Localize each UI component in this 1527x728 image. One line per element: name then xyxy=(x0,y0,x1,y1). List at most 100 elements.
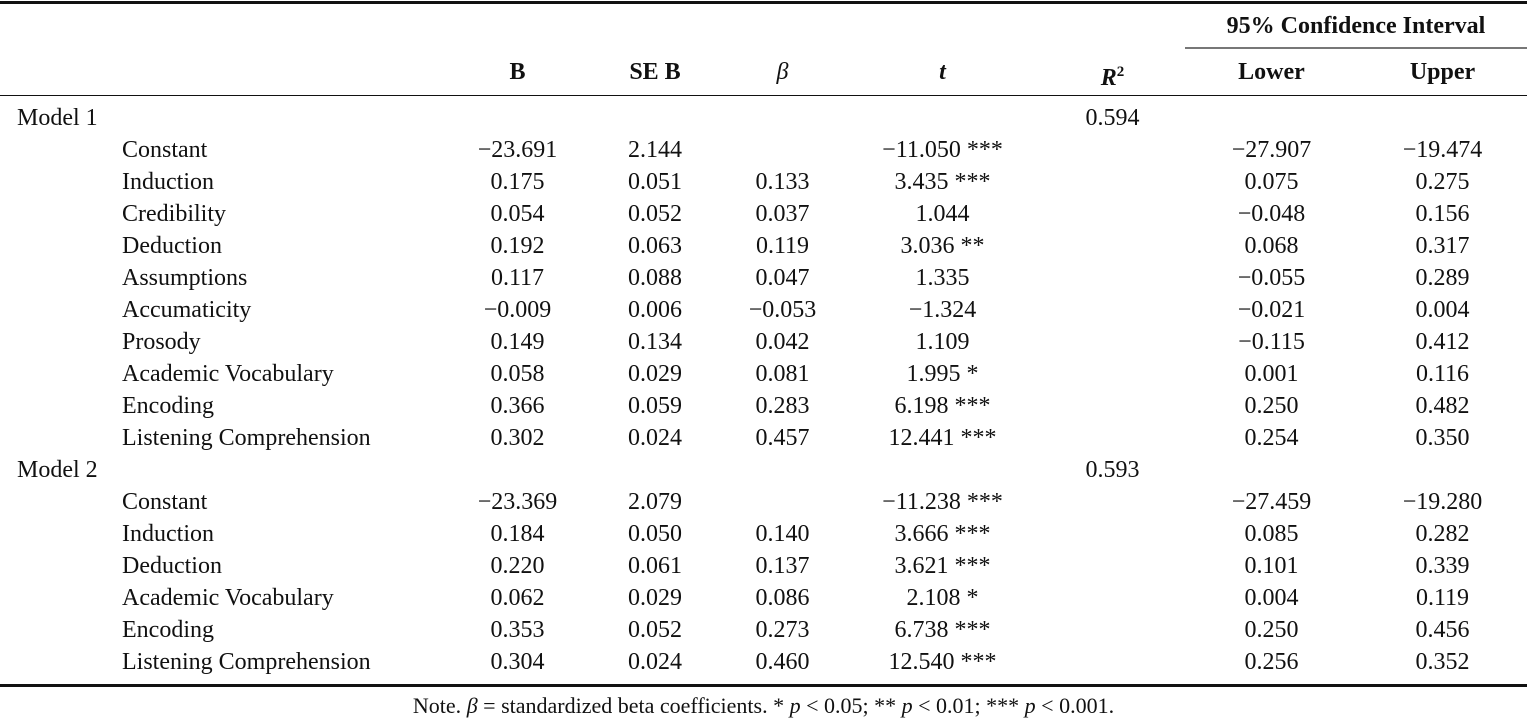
cell-b: 0.184 xyxy=(490,521,545,547)
r2-r: R xyxy=(1100,65,1117,91)
note-beta: β xyxy=(466,693,478,718)
cell-beta: 0.086 xyxy=(755,585,810,611)
cell-t: 1.995 * xyxy=(906,361,979,387)
variable-label: Academic Vocabulary xyxy=(122,361,334,387)
cell-b: 0.220 xyxy=(490,553,545,579)
r2-superscript: 2 xyxy=(1116,64,1125,80)
cell-lower: 0.250 xyxy=(1244,617,1299,643)
table-note: Note. β = standardized beta coefficients… xyxy=(0,692,1527,720)
variable-label: Induction xyxy=(122,169,214,195)
cell-se: 0.029 xyxy=(628,361,682,387)
note-prefix: Note. xyxy=(412,693,467,718)
cell-se: 0.088 xyxy=(628,265,682,291)
cell-se: 0.006 xyxy=(628,297,682,323)
cell-beta: 0.460 xyxy=(755,649,810,675)
cell-se: 0.024 xyxy=(628,649,682,675)
cell-upper: 0.119 xyxy=(1415,585,1470,611)
cell-b: 0.058 xyxy=(490,361,545,387)
cell-beta: 0.457 xyxy=(755,425,810,451)
cell-b: 0.353 xyxy=(490,617,545,643)
cell-beta: 0.133 xyxy=(755,169,810,195)
cell-lower: −27.907 xyxy=(1231,137,1312,163)
cell-t: 3.666 *** xyxy=(894,521,991,547)
variable-label: Prosody xyxy=(122,329,201,355)
variable-label: Encoding xyxy=(122,393,214,419)
cell-lower: −0.055 xyxy=(1237,265,1306,291)
cell-beta: 0.283 xyxy=(755,393,810,419)
cell-lower: 0.254 xyxy=(1244,425,1299,451)
cell-b: 0.149 xyxy=(490,329,545,355)
note-text: < 0.05; ** xyxy=(800,693,902,718)
variable-label: Assumptions xyxy=(122,265,248,291)
cell-se: 0.063 xyxy=(628,233,682,259)
cell-t: 12.441 *** xyxy=(888,425,997,451)
cell-lower: −0.021 xyxy=(1237,297,1306,323)
cell-t: 6.738 *** xyxy=(894,617,991,643)
cell-beta: 0.047 xyxy=(755,265,810,291)
cell-r2: 0.593 xyxy=(1085,457,1140,483)
cell-lower: −0.115 xyxy=(1238,329,1305,355)
cell-upper: 0.004 xyxy=(1415,297,1470,323)
variable-label: Deduction xyxy=(122,553,222,579)
cell-t: −1.324 xyxy=(908,297,977,323)
cell-b: 0.366 xyxy=(490,393,545,419)
cell-se: 0.051 xyxy=(628,169,682,195)
cell-t: 12.540 *** xyxy=(888,649,997,675)
note-text: < 0.01; *** xyxy=(912,693,1025,718)
variable-label: Listening Comprehension xyxy=(122,425,371,451)
col-header-upper: Upper xyxy=(1409,59,1476,85)
cell-b: 0.302 xyxy=(490,425,545,451)
cell-se: 0.024 xyxy=(628,425,682,451)
cell-beta xyxy=(725,134,840,166)
cell-beta: 0.140 xyxy=(755,521,810,547)
variable-label: Accumaticity xyxy=(122,297,252,323)
cell-t: 1.109 xyxy=(915,329,970,355)
cell-lower: 0.075 xyxy=(1244,169,1299,195)
cell-upper: 0.317 xyxy=(1415,233,1470,259)
model-label: Model 2 xyxy=(17,457,98,483)
col-header-lower: Lower xyxy=(1238,59,1305,85)
cell-upper: 0.339 xyxy=(1415,553,1470,579)
cell-t: 3.435 *** xyxy=(894,169,991,195)
cell-se: 0.050 xyxy=(628,521,682,547)
cell-upper: 0.352 xyxy=(1415,649,1470,675)
cell-b: 0.117 xyxy=(490,265,545,291)
variable-label: Deduction xyxy=(122,233,222,259)
variable-label: Induction xyxy=(122,521,214,547)
note-p: p xyxy=(1024,693,1036,718)
cell-beta: 0.042 xyxy=(755,329,810,355)
col-header-beta: β xyxy=(776,59,789,85)
cell-se: 2.079 xyxy=(628,489,682,515)
variable-label: Constant xyxy=(122,137,208,163)
note-p: p xyxy=(789,693,801,718)
cell-t: 1.044 xyxy=(915,201,970,227)
cell-t: 3.621 *** xyxy=(894,553,991,579)
cell-lower: 0.068 xyxy=(1244,233,1299,259)
variable-label: Academic Vocabulary xyxy=(122,585,334,611)
cell-b: 0.054 xyxy=(490,201,545,227)
cell-se: 0.134 xyxy=(628,329,682,355)
ci-header: 95% Confidence Interval xyxy=(1226,13,1486,39)
cell-b: −0.009 xyxy=(483,297,552,323)
cell-t: −11.050 *** xyxy=(882,137,1003,163)
ci-rule xyxy=(1185,47,1527,49)
cell-b: −23.369 xyxy=(477,489,558,515)
cell-b: 0.175 xyxy=(490,169,545,195)
cell-upper: −19.474 xyxy=(1402,137,1483,163)
cell-beta: −0.053 xyxy=(748,297,817,323)
cell-upper: 0.456 xyxy=(1415,617,1470,643)
variable-label: Credibility xyxy=(122,201,226,227)
cell-upper: 0.289 xyxy=(1415,265,1470,291)
cell-beta: 0.137 xyxy=(755,553,810,579)
col-header-b: B xyxy=(509,59,526,85)
cell-upper: 0.275 xyxy=(1415,169,1470,195)
note-text: < 0.001. xyxy=(1035,693,1115,718)
cell-upper: 0.412 xyxy=(1415,329,1470,355)
top-rule xyxy=(0,1,1527,4)
cell-b: 0.062 xyxy=(490,585,545,611)
cell-t: 3.036 ** xyxy=(900,233,985,259)
cell-se: 0.052 xyxy=(628,617,682,643)
variable-label: Constant xyxy=(122,489,208,515)
cell-beta: 0.119 xyxy=(755,233,810,259)
cell-beta: 0.037 xyxy=(755,201,810,227)
